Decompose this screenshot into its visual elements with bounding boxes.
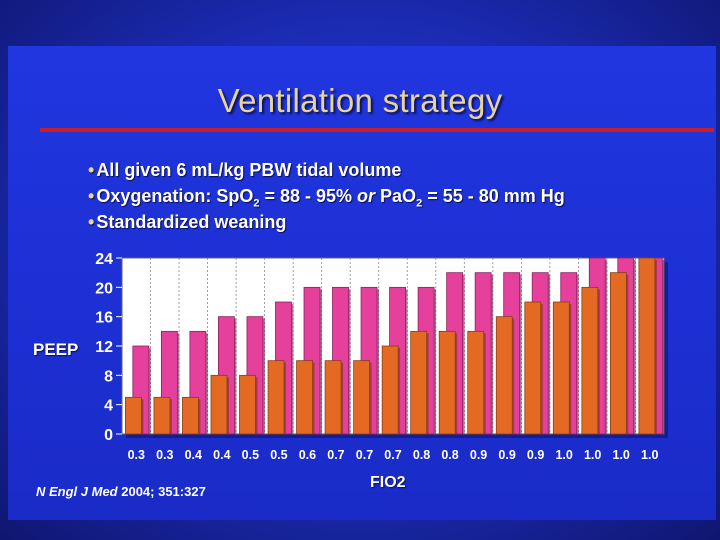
lower-peep-bar	[410, 330, 428, 435]
lower-peep-bar	[153, 396, 171, 435]
lower-peep-bar	[638, 257, 656, 435]
lower-peep-bar	[125, 396, 142, 435]
bullet-item: • Standardized weaning	[88, 209, 565, 235]
y-tick-label: 24	[95, 251, 113, 268]
x-tick-label: 0.4	[213, 448, 230, 462]
lower-peep-bar	[182, 396, 199, 435]
x-tick-label: 0.8	[441, 448, 458, 462]
bullet-text-part: = 55 - 80 mm Hg	[422, 186, 565, 206]
slide-title: Ventilation strategy	[217, 82, 503, 119]
bullet-list: • All given 6 mL/kg PBW tidal volume • Oxy…	[88, 157, 565, 235]
citation-details: 2004; 351:327	[117, 484, 206, 499]
y-tick-label: 4	[104, 398, 113, 415]
lower-peep-bar	[210, 374, 228, 435]
lower-peep-bar	[239, 374, 256, 435]
subscript: 2	[253, 197, 260, 210]
y-tick-label: 12	[95, 339, 113, 356]
lower-peep-bar	[353, 360, 371, 435]
bullet-text: All given 6 mL/kg PBW tidal volume	[96, 160, 402, 180]
y-tick-label: 16	[95, 310, 113, 327]
lower-peep-bar	[296, 360, 313, 435]
lower-peep-bar	[267, 360, 285, 435]
lower-peep-bar	[467, 330, 485, 435]
bullet-emphasis: or	[357, 186, 376, 206]
x-tick-label: 0.3	[156, 448, 173, 462]
x-tick-label: 0.9	[498, 448, 515, 462]
x-tick-label: 1.0	[584, 448, 601, 462]
y-tick-label: 8	[104, 368, 113, 385]
bullet-text-part: PaO	[375, 186, 417, 206]
x-tick-label: 1.0	[555, 448, 572, 462]
lower-peep-bar	[609, 272, 627, 435]
x-tick-label: 0.5	[242, 448, 259, 462]
lower-peep-bar	[552, 301, 570, 435]
y-tick-label: 20	[95, 280, 113, 297]
subscript: 2	[416, 197, 423, 210]
x-tick-label: 1.0	[613, 448, 630, 462]
lower-peep-bar	[438, 330, 456, 435]
bullet-item: • All given 6 mL/kg PBW tidal volume	[88, 157, 565, 183]
citation-journal: N Engl J Med	[36, 484, 118, 499]
bullet-dot: •	[88, 212, 95, 232]
y-tick-label: 0	[104, 427, 113, 444]
lower-peep-bar	[524, 301, 542, 435]
bullet-text: Standardized weaning	[96, 212, 287, 232]
x-tick-label: 0.7	[327, 448, 344, 462]
y-axis-label: PEEP	[33, 340, 79, 359]
x-tick-label: 0.7	[356, 448, 373, 462]
x-tick-label: 0.8	[413, 448, 430, 462]
bullet-text-part: = 88 - 95%	[259, 186, 358, 206]
x-tick-label: 0.9	[527, 448, 544, 462]
bullet-dot: •	[88, 186, 95, 206]
x-tick-label: 1.0	[641, 448, 658, 462]
x-tick-label: 0.6	[299, 448, 316, 462]
bullet-item: • Oxygenation: SpO2 = 88 - 95% or PaO2 = …	[88, 183, 565, 210]
x-tick-label: 0.5	[270, 448, 287, 462]
bullet-text-part: Oxygenation: SpO	[96, 186, 254, 206]
title-underline	[40, 128, 714, 132]
x-tick-label: 0.4	[185, 448, 202, 462]
x-axis-label: FIO2	[370, 474, 406, 491]
lower-peep-bar	[381, 345, 399, 435]
lower-peep-bar	[581, 286, 599, 435]
x-tick-label: 0.9	[470, 448, 487, 462]
x-tick-label: 0.7	[384, 448, 401, 462]
bullet-dot: •	[88, 160, 95, 180]
x-tick-label: 0.3	[128, 448, 145, 462]
lower-peep-bar	[495, 316, 513, 435]
lower-peep-bar	[324, 360, 342, 435]
citation: N Engl J Med 2004; 351:327	[36, 484, 206, 499]
